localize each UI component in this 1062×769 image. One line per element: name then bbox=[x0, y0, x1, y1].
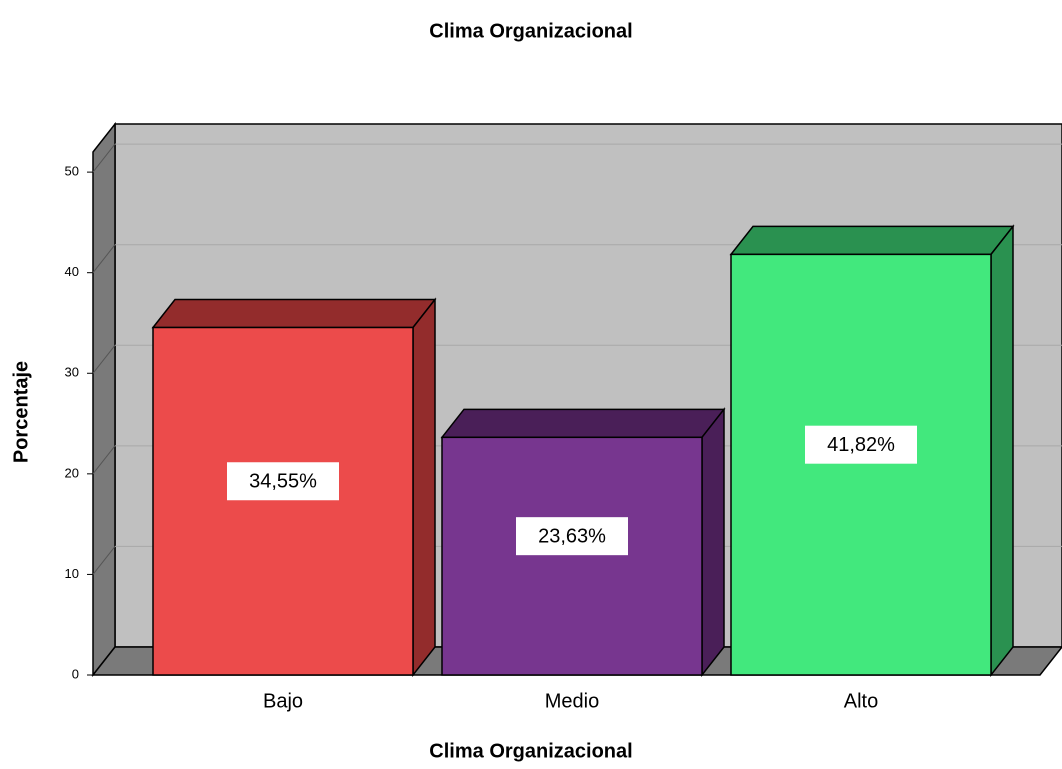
bar-top bbox=[151, 298, 437, 329]
y-tick-label: 20 bbox=[65, 465, 79, 480]
x-tick-label: Medio bbox=[545, 690, 599, 712]
grid-line bbox=[92, 445, 116, 475]
data-label-box bbox=[805, 425, 917, 464]
x-tick-label: Bajo bbox=[263, 690, 303, 712]
y-tick-label: 50 bbox=[65, 164, 79, 179]
y-tick-label: 0 bbox=[72, 666, 79, 681]
y-tick-label: 40 bbox=[65, 264, 79, 279]
bar-side bbox=[412, 297, 436, 678]
grid-line bbox=[92, 143, 116, 173]
bar-top bbox=[440, 408, 726, 439]
bar-top bbox=[729, 225, 1015, 256]
bar-side bbox=[701, 407, 725, 678]
bar-side bbox=[990, 224, 1014, 678]
x-axis-label: Clima Organizacional bbox=[429, 740, 632, 762]
y-axis-label: Porcentaje bbox=[10, 361, 32, 463]
bar bbox=[441, 436, 703, 676]
grid-line bbox=[92, 344, 116, 374]
bar bbox=[730, 253, 992, 676]
data-label: 41,82% bbox=[827, 434, 895, 456]
x-tick-label: Alto bbox=[844, 690, 878, 712]
data-label-box bbox=[516, 517, 628, 556]
data-label: 34,55% bbox=[249, 471, 317, 493]
bar bbox=[152, 326, 414, 676]
left-wall bbox=[92, 121, 116, 678]
y-tick-label: 30 bbox=[65, 365, 79, 380]
grid-line bbox=[92, 546, 116, 575]
chart-title: Clima Organizacional bbox=[429, 20, 632, 42]
data-label-box bbox=[227, 462, 339, 501]
y-tick-label: 10 bbox=[65, 566, 79, 581]
data-label: 23,63% bbox=[538, 525, 606, 547]
grid-line bbox=[92, 244, 116, 274]
